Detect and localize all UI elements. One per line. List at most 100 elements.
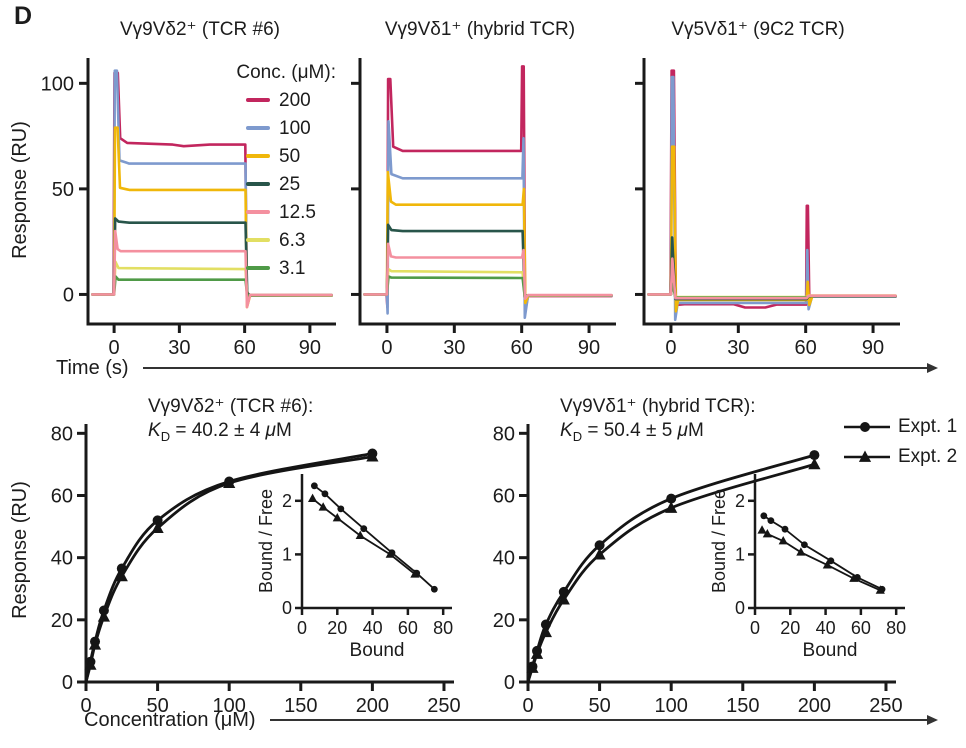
- sensorgram-series-3.1: [363, 275, 613, 297]
- legend-swatch: [246, 126, 270, 130]
- triangle-marker: [97, 610, 110, 622]
- binding-title-line: Vγ9Vδ2⁺ (TCR #6):: [148, 396, 314, 417]
- circle-marker: [337, 505, 345, 513]
- x-tick-label: 0: [522, 695, 533, 717]
- concentration-axis-row: Concentration (μM): [84, 708, 939, 732]
- y-tick-label: 80: [493, 423, 515, 445]
- x-tick-label: 40: [363, 618, 383, 638]
- triangle-marker: [757, 525, 767, 534]
- triangle-marker: [88, 638, 102, 650]
- kd-value-tcr6: KD = 40.2 ± 4 μM: [148, 419, 313, 449]
- legend-entry-12.5: 12.5: [188, 198, 336, 226]
- panel-letter: D: [14, 2, 33, 30]
- scatchard-line-expt1: [763, 515, 883, 591]
- y-tick-label: 2: [282, 491, 292, 511]
- sensorgram-series-12.5: [363, 242, 613, 300]
- scatchard-line-expt2: [312, 497, 416, 575]
- circle-marker: [860, 422, 870, 432]
- y-tick-label: 0: [62, 672, 73, 694]
- binding-panel-title-tcr6: Vγ9Vδ2⁺ (TCR #6): KD = 40.2 ± 4 μM: [148, 395, 313, 449]
- circle-legend-marker: [844, 422, 890, 432]
- x-tick-label: 0: [109, 337, 120, 359]
- sensorgram-series-50: [363, 170, 613, 305]
- y-tick-label: 100: [41, 73, 74, 95]
- x-tick-label: 80: [886, 618, 906, 638]
- time-axis-arrow: [142, 362, 939, 373]
- experiment-legend: Expt. 1 Expt. 2: [844, 412, 957, 472]
- legend-label: Expt. 1: [898, 416, 958, 437]
- y-tick-label: 0: [504, 672, 515, 694]
- x-tick-label: 60: [795, 337, 817, 359]
- triangle-marker: [665, 501, 678, 513]
- legend-entry-3.1: 3.1: [188, 254, 336, 282]
- y-tick-label: 1: [735, 544, 745, 564]
- binding-panel-title-hybrid: Vγ9Vδ1⁺ (hybrid TCR): KD = 50.4 ± 5 μM: [560, 395, 756, 449]
- x-tick-label: 0: [665, 337, 676, 359]
- legend-swatch: [246, 238, 270, 242]
- kd-mu: μ: [677, 420, 688, 441]
- y-tick-label: 1: [282, 544, 292, 564]
- circle-marker: [430, 585, 438, 593]
- legend-entry-100: 100: [188, 114, 336, 142]
- kd-symbol: K: [560, 420, 573, 441]
- triangle-marker: [875, 585, 885, 594]
- x-tick-label: 90: [862, 337, 884, 359]
- sensorgram-series-100: [363, 120, 613, 319]
- legend-label: 50: [279, 145, 301, 167]
- x-tick-label: 0: [750, 618, 760, 638]
- circle-marker: [152, 515, 163, 526]
- circle-marker: [310, 482, 318, 490]
- experiment-legend-entry: Expt. 1: [844, 412, 957, 442]
- x-tick-label: 20: [780, 618, 800, 638]
- triangle-marker: [318, 502, 328, 511]
- y-tick-label: 50: [52, 179, 74, 201]
- x-tick-label: 20: [327, 618, 347, 638]
- kd-value-hybrid: KD = 50.4 ± 5 μM: [560, 419, 756, 449]
- triangle-marker: [849, 573, 859, 582]
- x-tick-label: 60: [398, 618, 418, 638]
- y-tick-label: 0: [63, 284, 74, 306]
- axes: [358, 58, 616, 326]
- concentration-axis-label: Concentration (μM): [84, 708, 256, 731]
- inset-y-axis-title: Bound / Free: [256, 489, 276, 593]
- circle-marker: [781, 525, 789, 533]
- x-tick-label: 60: [234, 337, 256, 359]
- triangle-marker: [526, 661, 539, 673]
- triangle-marker: [593, 548, 606, 560]
- legend-swatch: [246, 266, 270, 270]
- circle-marker: [760, 512, 768, 520]
- circle-marker: [360, 525, 368, 533]
- legend-entry-50: 50: [188, 142, 336, 170]
- x-tick-label: 250: [869, 695, 902, 717]
- x-tick-label: 0: [381, 337, 392, 359]
- kd-subscript: D: [572, 428, 583, 444]
- triangle-marker: [355, 530, 365, 540]
- inset-x-axis-title: Bound: [350, 640, 405, 661]
- binding-y-axis-title: Response (RU): [9, 481, 31, 619]
- time-axis-label: Time (s): [56, 356, 129, 379]
- x-tick-label: 250: [427, 695, 460, 717]
- sensorgram-series-25: [647, 236, 897, 301]
- y-tick-label: 20: [51, 610, 73, 632]
- sensorgram-series-12.5: [647, 257, 897, 300]
- legend-label: 100: [279, 117, 311, 139]
- sensorgram-series-6.3: [363, 267, 613, 297]
- x-tick-label: 100: [213, 695, 246, 717]
- legend-entry-200: 200: [188, 86, 336, 114]
- inset-y-axis-title: Bound / Free: [709, 489, 729, 593]
- kd-unit: M: [275, 420, 292, 441]
- y-tick-label: 0: [282, 598, 292, 618]
- kd-number: = 40.2 ± 4: [170, 420, 266, 441]
- x-tick-label: 60: [511, 337, 533, 359]
- x-tick-label: 0: [297, 618, 307, 638]
- legend-label: 200: [279, 89, 311, 111]
- legend-label: 3.1: [279, 257, 306, 279]
- x-tick-label: 200: [798, 695, 831, 717]
- triangle-marker: [762, 529, 772, 538]
- triangle-marker: [808, 457, 821, 470]
- kd-symbol: K: [148, 420, 161, 441]
